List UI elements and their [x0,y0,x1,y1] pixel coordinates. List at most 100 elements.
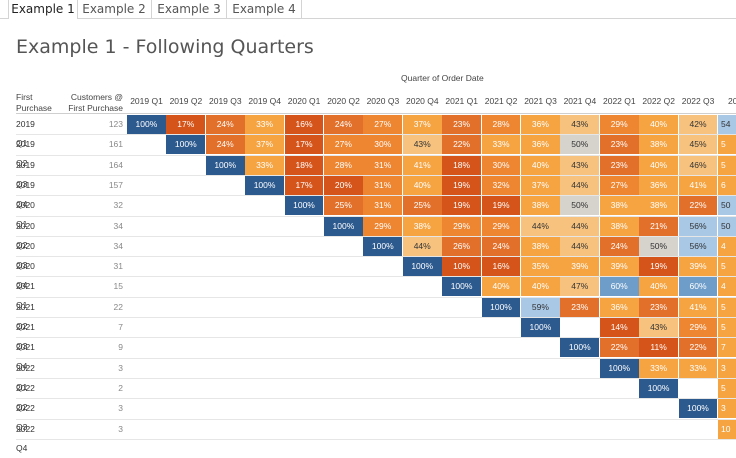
customers-header-line2: First Purchase [68,103,123,113]
row-label: 2021 Q4 [16,342,35,372]
retention-cell: 10 [718,419,736,439]
retention-cell: 100% [560,338,600,358]
row-divider [16,174,736,176]
retention-cell: 43% [639,318,678,337]
retention-cell: 40% [521,277,560,297]
retention-cell: 32% [481,175,521,195]
retention-cell: 14% [599,318,639,337]
customers-header: Customers @ First Purchase [62,92,123,114]
retention-cell: 100% [442,277,481,297]
row-label: 2020 Q2 [16,220,35,250]
retention-cell: 33% [639,358,678,378]
retention-cell: 46% [678,155,718,175]
retention-cell: 100% [521,318,560,337]
row-divider [16,134,736,136]
retention-cell: 45% [678,135,718,155]
tab-example-2[interactable]: Example 2 [77,0,152,18]
retention-cell: 40% [481,277,521,297]
retention-cell: 54 [718,115,736,134]
retention-cell: 5 [718,135,736,155]
retention-cell: 44% [560,236,600,256]
customers-value: 22 [113,301,123,312]
retention-cell: 36% [639,175,678,195]
customers-header-line1: Customers @ [70,92,123,102]
retention-cell: 100% [245,175,284,195]
retention-cell: 25% [324,196,363,216]
retention-cell: 5 [718,297,736,317]
retention-cell: 24% [481,236,521,256]
column-header: 2022 [728,96,736,106]
retention-cell: 29% [481,216,521,236]
retention-cell: 38% [521,236,560,256]
customers-value: 3 [118,362,123,373]
retention-cell: 3 [718,399,736,419]
retention-cell: 23% [442,115,481,134]
retention-cell: 40% [639,115,678,134]
retention-cell: 27% [599,175,639,195]
axis-title: Quarter of Order Date [401,73,484,83]
row-divider [16,215,736,217]
retention-cell: 27% [363,115,403,134]
first-purchase-header-line1: First [16,92,33,102]
row-divider [16,154,736,156]
retention-cell: 37% [245,135,284,155]
row-label: 2019 Q3 [16,159,35,189]
row-divider [16,438,736,440]
row-divider [16,276,736,278]
column-header: 2019 Q4 [248,96,281,106]
retention-cell: 44% [521,216,560,236]
retention-cell: 19% [442,196,481,216]
retention-cell: 56% [678,216,718,236]
retention-cell: 60% [599,277,639,297]
retention-cell: 50% [639,236,678,256]
retention-cell: 37% [521,175,560,195]
sheet-tabs: Example 1 Example 2 Example 3 Example 4 [0,0,736,19]
customers-value: 3 [118,423,123,434]
retention-cell: 44% [402,236,442,256]
tab-example-1[interactable]: Example 1 [8,0,78,19]
column-header: 2020 Q3 [366,96,400,106]
retention-cell: 43% [560,155,600,175]
tab-example-4[interactable]: Example 4 [227,0,302,18]
column-header: 2020 Q1 [287,96,321,106]
retention-cell: 23% [639,297,678,317]
tab-example-3[interactable]: Example 3 [152,0,227,18]
retention-cell: 22% [678,196,718,216]
retention-cell: 20% [324,175,363,195]
column-header: 2019 Q3 [208,96,242,106]
retention-cell: 24% [324,115,363,134]
column-header: 2020 Q2 [327,96,360,106]
retention-cell: 22% [442,135,481,155]
retention-cell: 17% [284,135,324,155]
retention-cell: 18% [284,155,324,175]
retention-cell: 5 [718,257,736,277]
retention-cell: 28% [324,155,363,175]
retention-cell: 30% [481,155,521,175]
row-label: 2019 Q2 [16,139,35,169]
retention-cell: 100% [166,135,206,155]
retention-cell: 41% [678,297,718,317]
retention-cell: 100% [324,216,363,236]
customers-value: 7 [118,322,123,332]
retention-cell: 30% [363,135,403,155]
column-header: 2021 Q3 [524,96,557,106]
customers-value: 32 [113,200,123,211]
retention-cell: 24% [205,115,245,134]
retention-cell: 3 [718,358,736,378]
retention-cell: 38% [402,216,442,236]
row-divider [16,418,736,420]
row-divider [16,195,736,197]
retention-cell: 50% [560,196,600,216]
retention-cell: 40% [402,175,442,195]
retention-cell: 21% [639,216,678,236]
first-purchase-header: First Purchase [16,92,52,114]
retention-cell: 4 [718,277,736,297]
retention-cell: 50% [560,135,600,155]
retention-cell: 43% [560,115,600,134]
retention-cell: 22% [678,338,718,358]
first-purchase-header-line2: Purchase [16,103,52,113]
row-label: 2022 Q4 [16,423,35,453]
column-header: 2019 Q2 [169,96,203,106]
retention-cell: 40% [639,155,678,175]
retention-cell: 33% [678,358,718,378]
